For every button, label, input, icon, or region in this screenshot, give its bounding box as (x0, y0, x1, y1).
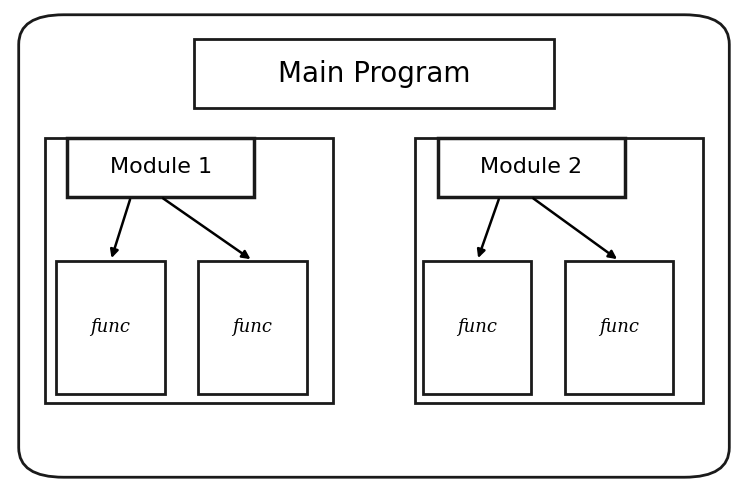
Bar (198, 261, 307, 394)
Text: func: func (233, 318, 272, 336)
Bar (45, 138, 333, 403)
Text: func: func (91, 318, 130, 336)
Text: func: func (457, 318, 497, 336)
FancyBboxPatch shape (19, 15, 729, 477)
Bar (438, 138, 625, 197)
Bar (67, 138, 254, 197)
Bar (415, 138, 703, 403)
Bar (423, 261, 531, 394)
Bar (194, 39, 554, 108)
Text: Module 2: Module 2 (480, 157, 582, 177)
Bar (56, 261, 165, 394)
Text: Main Program: Main Program (278, 60, 470, 88)
Text: func: func (599, 318, 639, 336)
Text: Module 1: Module 1 (110, 157, 212, 177)
Bar (565, 261, 673, 394)
